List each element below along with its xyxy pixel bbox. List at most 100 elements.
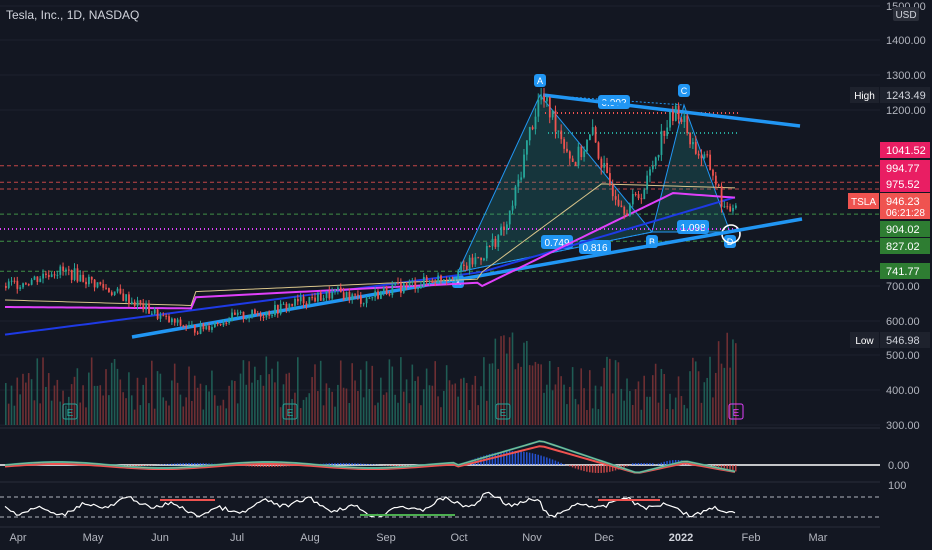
volume-bar <box>397 402 399 425</box>
volume-bar <box>228 385 230 425</box>
level-tag: 1243.49 High <box>850 87 930 103</box>
volume-bar <box>322 405 325 425</box>
candle-body <box>571 158 574 162</box>
candle-body <box>626 213 629 216</box>
pattern-ratio-label: 1.098 <box>680 223 705 234</box>
volume-bar <box>354 380 356 425</box>
candle-body <box>480 257 483 261</box>
macd-hist-bar <box>537 454 539 465</box>
volume-bar <box>408 403 411 425</box>
volume-bar <box>600 386 603 425</box>
candle-body <box>402 283 405 293</box>
volume-bar <box>626 378 628 425</box>
volume-bar <box>417 376 419 425</box>
volume-bar <box>239 373 242 425</box>
level-tag-value: 827.02 <box>886 241 920 253</box>
volume-bar <box>717 341 720 425</box>
volume-bar <box>288 372 291 425</box>
candle-body <box>468 257 471 270</box>
candle-body <box>483 258 485 261</box>
candle-body <box>554 110 557 132</box>
price-tick-label: 700.00 <box>886 281 920 293</box>
volume-bar <box>67 396 70 425</box>
macd-hist-bar <box>660 462 663 465</box>
volume-bar <box>276 361 279 425</box>
macd-hist-bar <box>165 464 167 465</box>
volume-bar <box>706 377 708 425</box>
macd-hist-bar <box>503 451 505 465</box>
volume-bar <box>465 382 468 425</box>
candle-body <box>156 309 159 319</box>
volume-bar <box>686 408 688 425</box>
pattern-ratio-bg <box>579 240 611 254</box>
candle-body <box>443 279 445 281</box>
volume-bar <box>251 382 253 425</box>
candle-body <box>614 196 617 200</box>
volume-bar <box>497 368 499 425</box>
candle-body <box>13 280 16 282</box>
candle-body <box>282 303 285 305</box>
macd-hist-bar <box>717 465 720 469</box>
candle-body <box>583 151 586 158</box>
candle-body <box>368 297 371 299</box>
level-tag-bg <box>880 221 930 237</box>
candle-body <box>680 119 683 122</box>
volume-bar <box>528 365 531 425</box>
volume-bar <box>331 391 333 425</box>
candle-body <box>485 246 488 259</box>
candle-body <box>735 205 737 208</box>
candle-body <box>537 99 540 117</box>
volume-bar <box>139 405 142 425</box>
candle-body <box>234 312 236 315</box>
volume-bar <box>311 377 313 425</box>
candle-body <box>606 162 608 174</box>
volume-bar <box>254 366 256 425</box>
candle-body <box>732 207 734 212</box>
macd-hist-bar <box>148 465 150 466</box>
volume-bar <box>291 398 293 425</box>
candle-body <box>236 312 239 315</box>
macd-hist-bar <box>643 463 645 465</box>
candle-body <box>465 265 468 270</box>
volume-bar <box>554 384 557 425</box>
macd-hist-bar <box>262 465 265 467</box>
candle-body <box>457 271 460 279</box>
month-label: Jun <box>151 532 169 544</box>
candle-body <box>523 154 525 178</box>
price-tick-label: 1200.00 <box>886 105 926 117</box>
macd-hist-bar <box>623 465 625 468</box>
volume-bar <box>420 405 422 425</box>
volume-bar <box>526 340 528 425</box>
volume-bar <box>726 332 729 425</box>
countdown-label: 06:21:28 <box>886 208 925 219</box>
macd-hist-bar <box>251 465 253 467</box>
macd-hist-bar <box>391 465 393 466</box>
volume-bar <box>50 400 53 425</box>
candle-body <box>119 288 122 294</box>
volume-bar <box>213 395 216 425</box>
candle-body <box>629 204 631 216</box>
pattern-bcd <box>651 103 731 233</box>
candle-body <box>534 116 537 130</box>
candle-body <box>422 276 425 286</box>
candle-body <box>213 323 216 328</box>
candle-body <box>526 140 528 155</box>
countdown-tag: 06:21:28 <box>880 205 930 219</box>
candle-body <box>445 279 448 281</box>
candle-body <box>30 279 33 285</box>
candle-body <box>67 269 70 271</box>
volume-bar <box>394 394 396 425</box>
candle-body <box>414 281 417 289</box>
macd-hist-bar <box>188 463 190 465</box>
pattern-point-bg <box>678 84 690 97</box>
macd-hist-bar <box>583 465 585 472</box>
volume-bar <box>689 371 691 425</box>
price-tick-label: 1300.00 <box>886 70 926 82</box>
volume-bar <box>262 385 265 425</box>
volume-bar <box>463 377 465 425</box>
candle-body <box>65 269 67 271</box>
candle-body <box>42 273 45 279</box>
volume-bar <box>445 365 448 425</box>
volume-bar <box>342 387 345 425</box>
